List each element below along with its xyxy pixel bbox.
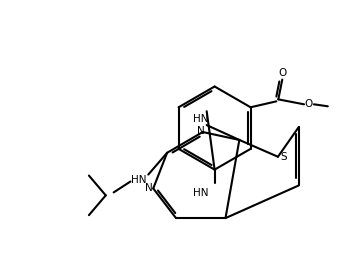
- Text: HN: HN: [193, 114, 209, 124]
- Text: O: O: [305, 99, 313, 109]
- Text: S: S: [281, 152, 287, 162]
- Text: N: N: [197, 126, 205, 136]
- Text: HN: HN: [131, 174, 146, 185]
- Text: N: N: [145, 183, 153, 193]
- Text: O: O: [278, 68, 286, 78]
- Text: HN: HN: [193, 188, 209, 198]
